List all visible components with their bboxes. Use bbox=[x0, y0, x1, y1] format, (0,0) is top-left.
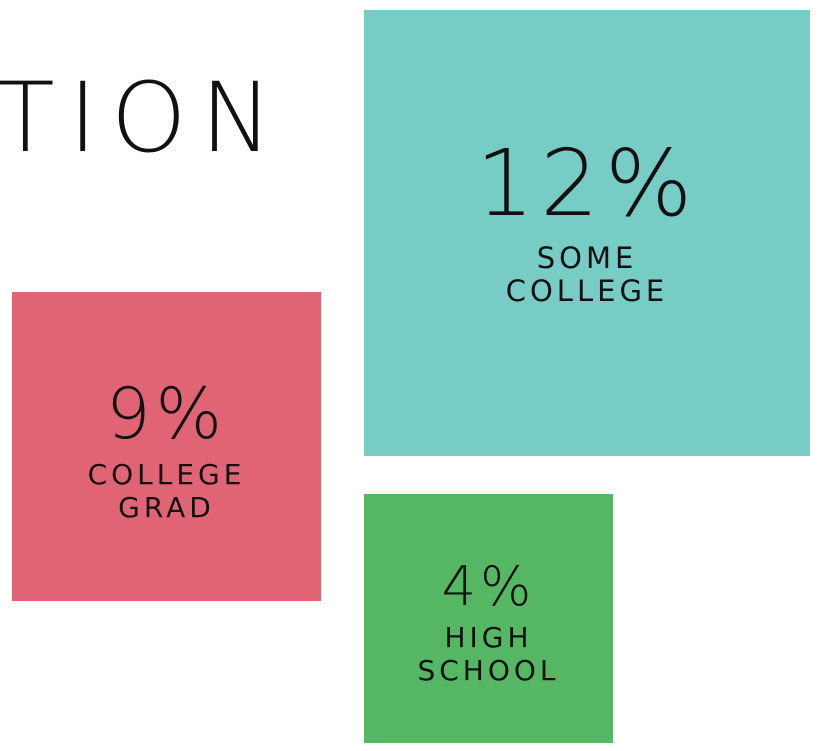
value-label: 12% bbox=[475, 129, 699, 237]
category-label: COLLEGE GRAD bbox=[87, 458, 246, 524]
category-label: HIGH SCHOOL bbox=[417, 621, 560, 687]
title: TION bbox=[0, 62, 287, 174]
category-label: SOME COLLEGE bbox=[505, 240, 669, 308]
value-label: 9% bbox=[105, 373, 228, 456]
square: 12% SOME COLLEGE bbox=[364, 10, 810, 456]
square: 9% COLLEGE GRAD bbox=[12, 292, 321, 601]
value-label: 4% bbox=[441, 555, 536, 619]
square: 4% HIGH SCHOOL bbox=[364, 494, 613, 743]
